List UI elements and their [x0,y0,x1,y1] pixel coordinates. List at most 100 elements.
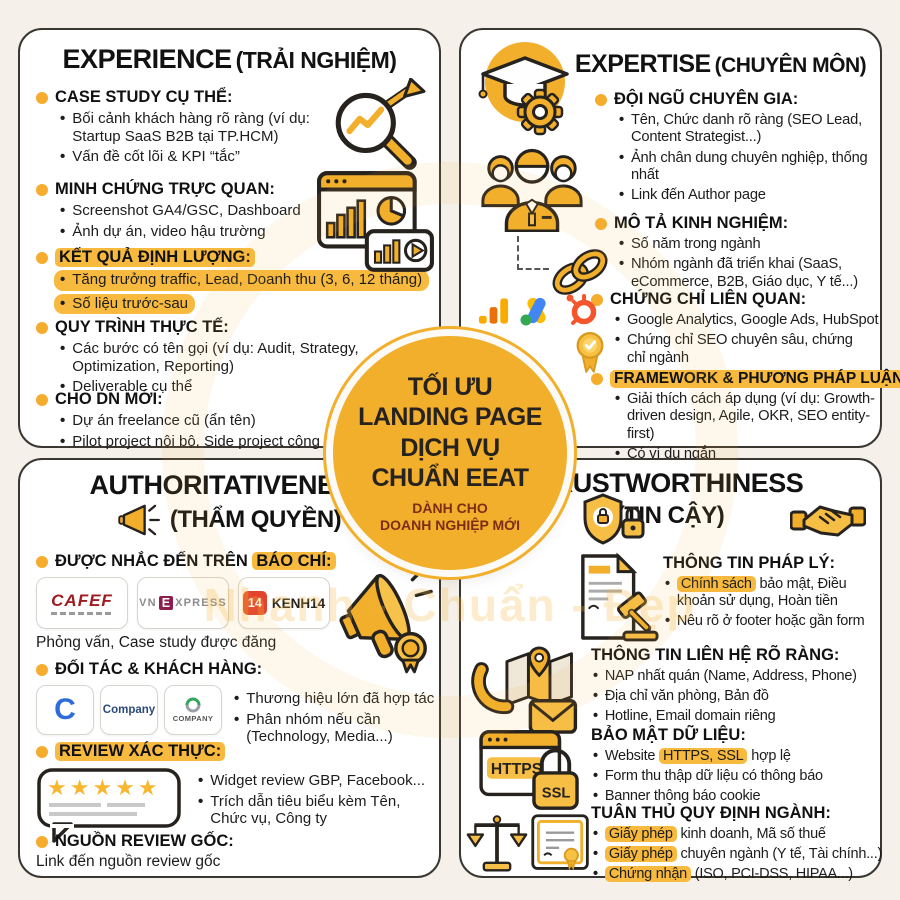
section-legal-info: THÔNG TIN PHÁP LÝ: Chính sách bảo mật, Đ… [663,554,881,630]
press-caption: Phỏng vấn, Case study được đăng [36,634,277,651]
section-heading: CHO DN MỚI: [55,390,163,408]
section-heading: NGUỒN REVIEW GỐC: [55,832,234,850]
section-review-source: NGUỒN REVIEW GỐC: Link đến nguồn review … [36,832,436,871]
center-subtitle: DÀNH CHO DOANH NGHIỆP MỚI [379,499,521,534]
legal-document-gavel-icon [581,552,659,642]
section-heading: THÔNG TIN PHÁP LÝ: [663,554,836,572]
bullet-dot-icon [36,663,48,676]
bullet-dot-icon [36,321,48,334]
list-item: Giấy phép chuyên ngành (Y tế, Tài chính.… [593,846,883,863]
partner-logo-c: C [36,685,94,735]
section-heading: BẢO MẬT DỮ LIỆU: [591,726,746,744]
list-item: Giấy phép kinh doanh, Mã số thuế [593,826,883,843]
review-source-caption: Link đến nguồn review gốc [36,853,221,870]
experience-title: EXPERIENCE (TRẢI NGHIỆM) [62,44,397,74]
magnifier-trend-icon [335,78,426,170]
green-company-mark-icon [185,697,201,713]
list-item: Giải thích cách áp dụng (ví dụ: Growth-d… [615,391,880,443]
list-item: Chứng nhận (ISO, PCI-DSS, HIPAA...) [593,866,883,883]
dashed-connector-line [517,236,549,270]
section-heading: TUÂN THỦ QUY ĐỊNH NGÀNH: [591,804,831,822]
section-heading: ĐỘI NGŨ CHUYÊN GIA: [614,90,799,108]
list-item: Địa chỉ văn phòng, Bản đồ [593,688,881,705]
press-logo-cafef: CAFEF [36,577,128,629]
bullet-dot-icon [36,393,48,406]
section-framework: FRAMEWORK & PHƯƠNG PHÁP LUẬN: Giải thích… [591,370,900,463]
section-data-security: BẢO MẬT DỮ LIỆU: Website HTTPS, SSL hợp … [591,726,881,805]
list-item-highlighted: Số liệu trước-sau [54,293,196,315]
contact-phone-map-mail-icon [471,646,578,734]
bullet-dot-icon [591,293,603,306]
svg-text:★★★★★: ★★★★★ [47,775,161,800]
list-item: Bối cảnh khách hàng rõ ràng (ví dụ: Star… [60,110,328,145]
authoritativeness-subtitle: (THẨM QUYỀN) [20,504,439,536]
cafef-tagline-bar [51,612,113,615]
bullet-dot-icon [36,183,48,196]
list-item: Website HTTPS, SSL hợp lệ [593,748,881,765]
press-logo-vnexpress: VN E XPRESS [137,577,229,629]
partner-logos-row: C Company COMPANY [36,685,222,735]
scales-certificate-icon [466,814,589,872]
section-heading: CASE STUDY CỤ THỂ: [55,88,233,106]
dashboard-analytics-icon [317,171,434,272]
list-item: Nêu rõ ở footer hoặc gần form [665,613,881,630]
section-experience-description: MÔ TẢ KINH NGHIỆM: Số năm trong ngành Nh… [595,214,878,291]
bullet-dot-icon [36,251,48,264]
card-experience: EXPERIENCE (TRẢI NGHIỆM) CASE STUDY CỤ T… [18,28,441,450]
hubspot-icon [566,294,597,325]
press-logo-kenh14: 14 KENH14 [238,577,330,629]
section-heading: ĐƯỢC NHẮC ĐẾN TRÊN BÁO CHÍ: [55,552,336,571]
graduation-cap-gear-icon [478,42,569,136]
section-visual-proof: MINH CHỨNG TRỰC QUAN: Screenshot GA4/GSC… [36,180,321,240]
center-title: TỐI ƯU LANDING PAGE DỊCH VỤ CHUẨN EEAT [358,372,542,493]
center-topic-circle: TỐI ƯU LANDING PAGE DỊCH VỤ CHUẨN EEAT D… [333,336,567,570]
section-heading: MINH CHỨNG TRỰC QUAN: [55,180,275,198]
section-heading: MÔ TẢ KINH NGHIỆM: [614,214,789,232]
medal-check-icon [576,331,604,373]
section-industry-compliance: TUÂN THỦ QUY ĐỊNH NGÀNH: Giấy phép kinh … [591,804,883,883]
list-item: Số năm trong ngành [619,236,878,253]
section-quantified-results: KẾT QUẢ ĐỊNH LƯỢNG: Tăng trưởng traffic,… [36,248,438,315]
google-analytics-icon [478,298,509,324]
five-star-review-icon: ★★★★★ [37,768,181,843]
expert-team-icon [481,148,583,232]
list-item: Tên, Chức danh rõ ràng (SEO Lead, Conten… [619,112,878,147]
section-heading: ĐỐI TÁC & KHÁCH HÀNG: [55,660,263,678]
list-item: Deliverable cụ thể [60,378,438,396]
card-expertise: EXPERTISE (CHUYÊN MÔN) [459,28,900,462]
handshake-icon [790,505,866,537]
list-item: Ảnh dự án, video hậu trường [60,223,321,241]
list-item: Form thu thập dữ liệu có thông báo [593,768,881,785]
section-heading-highlighted: KẾT QUẢ ĐỊNH LƯỢNG: [55,248,255,267]
list-item: Google Analytics, Google Ads, HubSpot [615,312,880,329]
list-item: Trích dẫn tiêu biểu kèm Tên, Chức vụ, Cô… [198,793,408,828]
list-item: NAP nhất quán (Name, Address, Phone) [593,668,881,685]
list-item: Widget review GBP, Facebook... [198,772,426,790]
section-heading-highlighted: REVIEW XÁC THỰC: [55,742,226,761]
megaphone-award-icon [339,555,433,674]
section-contact-info: THÔNG TIN LIÊN HỆ RÕ RÀNG: NAP nhất quán… [591,646,881,725]
list-item: Link đến Author page [619,187,878,204]
section-certifications: CHỨNG CHỈ LIÊN QUAN: Google Analytics, G… [591,290,880,367]
list-item: Screenshot GA4/GSC, Dashboard [60,202,321,220]
authoritativeness-title: AUTHORITATIVENESS [89,470,370,500]
shield-lock-icon [583,493,645,545]
section-authentic-reviews: REVIEW XÁC THỰC: ★★★★★ Widget review GBP… [36,742,436,845]
list-item: Banner thông báo cookie [593,788,881,805]
section-new-business: CHO DN MỚI: Dự án freelance cũ (ẩn tên) … [36,390,438,450]
section-heading: CHỨNG CHỈ LIÊN QUAN: [610,290,807,308]
chain-link-icon [552,249,608,295]
list-item: Phân nhóm nếu cần (Technology, Media...) [234,711,439,746]
bullet-dot-icon [36,91,48,104]
list-item: Nhóm ngành đã triển khai (SaaS, eCommerc… [619,256,878,291]
list-item: Chính sách bảo mật, Điều khoản sử dụng, … [665,576,881,610]
list-item: Hotline, Email domain riêng [593,708,881,725]
bullet-dot-icon [36,835,48,848]
list-item: Chứng chỉ SEO chuyên sâu, chứng chỉ ngàn… [615,332,855,367]
list-item-highlighted: Tăng trưởng traffic, Lead, Doanh thu (3,… [54,270,430,291]
section-heading: QUY TRÌNH THỰC TẾ: [55,318,229,336]
card-trustworthiness: TRUSTWORTHINESS (TIN CẬY) [459,458,882,883]
section-case-study: CASE STUDY CỤ THỂ: Bối cảnh khách hàng r… [36,88,328,166]
list-item: Pilot project nội bộ, Side project cộng … [60,433,438,451]
google-ads-icon [520,297,546,326]
